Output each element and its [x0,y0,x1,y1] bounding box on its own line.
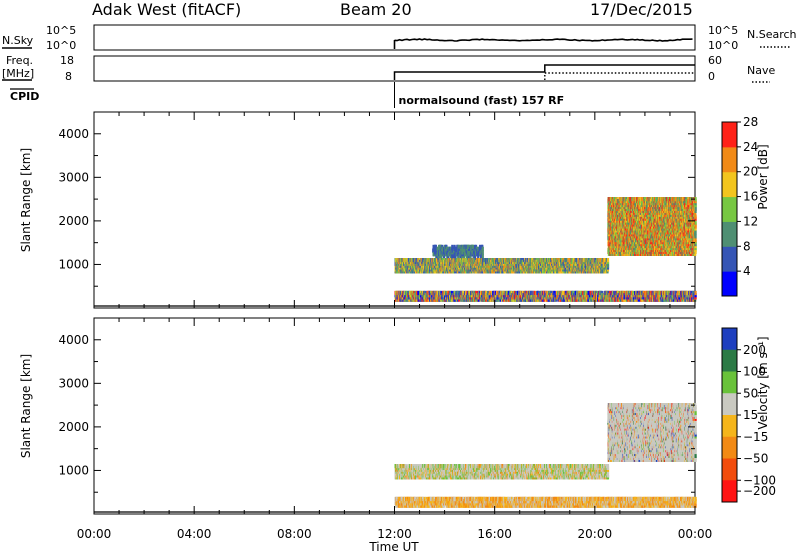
freq-panel: Freq. [MHz] 18 8 60 0 Nave [2,54,775,83]
beam-title: Beam 20 [340,0,412,19]
nsearch-label: N.Search [747,28,797,41]
cpid-program: normalsound (fast) 157 RF [399,94,565,107]
nsearch-tick-top: 10^5 [708,24,738,37]
nave-tick-top: 60 [708,54,722,67]
cpid-label: CPID [10,90,39,103]
freq-label-line2: [MHz] [2,67,34,80]
cpid-row: CPID normalsound (fast) 157 RF [10,82,564,108]
nsky-tick-bottom: 10^0 [46,39,76,52]
nave-tick-bottom: 0 [708,70,715,83]
nsky-tick-top: 10^5 [46,24,76,37]
nave-label: Nave [747,64,775,77]
date-title: 17/Dec/2015 [590,0,693,19]
rti-figure: Adak West (fitACF) Beam 20 17/Dec/2015 N… [0,0,800,554]
freq-tick-bottom: 8 [65,70,72,83]
nsky-trace [395,39,693,49]
scatter-cell [695,291,697,295]
rti-plot: Adak West (fitACF) Beam 20 17/Dec/2015 N… [0,0,800,554]
nsky-label: N.Sky [2,34,34,47]
nave-trace [545,73,695,80]
station-title: Adak West (fitACF) [92,0,241,19]
nsearch-tick-bottom: 10^0 [708,39,738,52]
freq-label-line1: Freq. [6,54,33,67]
scatter-cell [607,258,609,262]
nsky-panel: N.Sky 10^5 10^0 10^5 10^0 N.Search [2,24,797,52]
freq-tick-top: 18 [60,54,74,67]
